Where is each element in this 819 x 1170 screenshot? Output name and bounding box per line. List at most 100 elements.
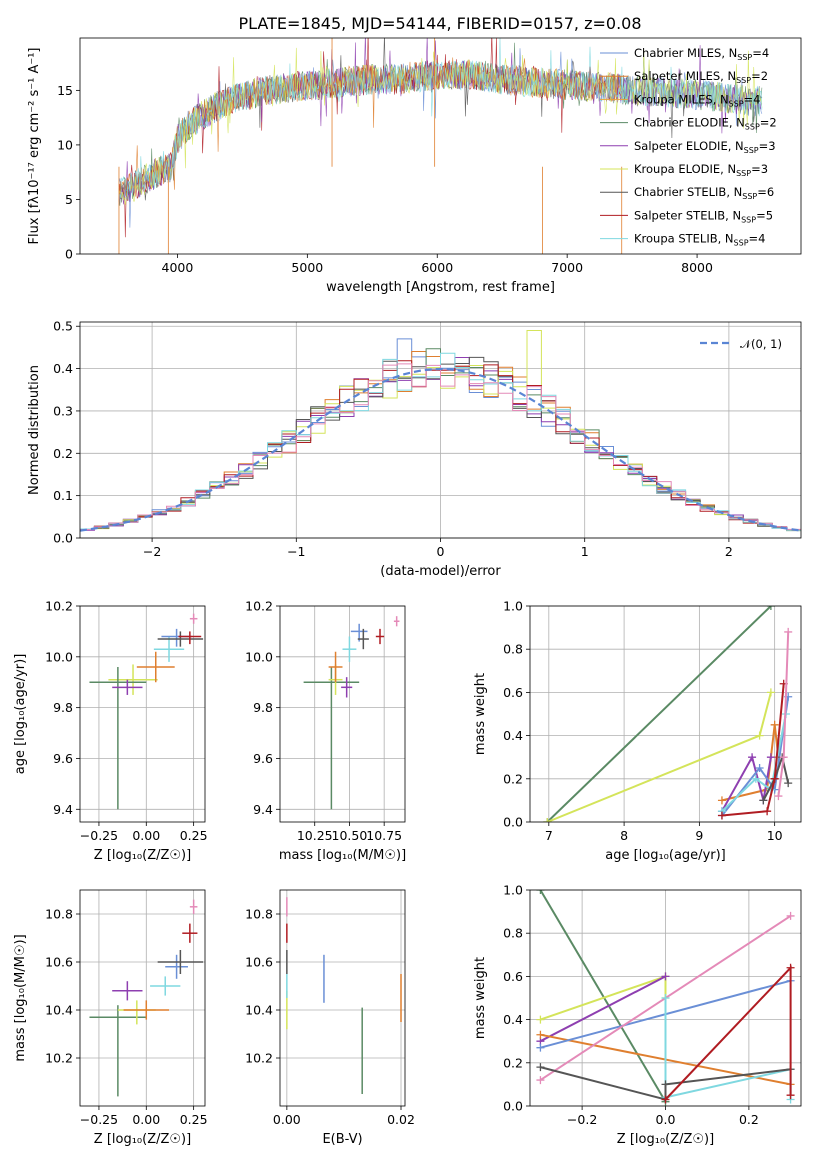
- y-tick-label: 1.0: [503, 883, 523, 898]
- legend-label: Salpeter MILES, NSSP=2: [634, 69, 768, 85]
- axes-frame: [79, 37, 802, 255]
- y-tick-label: 9.8: [53, 700, 73, 715]
- x-tick-label: 10.25: [297, 828, 333, 843]
- x-tick-label: 1: [581, 544, 589, 559]
- y-tick-label: 9.4: [53, 802, 73, 817]
- weight-marker: [770, 720, 779, 729]
- y-tick-label: 10.4: [45, 1003, 73, 1018]
- x-tick-label: 0.2: [739, 1112, 759, 1127]
- x-tick-label: 2: [725, 544, 733, 559]
- x-tick-label: 0.25: [180, 828, 208, 843]
- y-tick-label: 0.8: [503, 926, 523, 941]
- x-tick-label: 0.02: [387, 1112, 415, 1127]
- histogram-group: [80, 330, 801, 532]
- x-tick-label: 4000: [162, 260, 194, 275]
- x-tick-label: 9: [695, 828, 703, 843]
- legend-tail: =3: [759, 139, 776, 153]
- weight-marker: [786, 1091, 795, 1100]
- x-tick-label: −0.25: [80, 828, 118, 843]
- legend-sub: SSP: [744, 146, 759, 155]
- y-tick-label: 10.2: [245, 1051, 273, 1066]
- legend-sub: SSP: [742, 192, 757, 201]
- weight-marker: [766, 606, 775, 610]
- weight-marker: [717, 811, 726, 820]
- legend-tail: =4: [744, 92, 761, 106]
- legend-tail: =6: [757, 185, 774, 199]
- y-tick-label: 0.2: [503, 771, 523, 786]
- x-tick-label: 10.75: [366, 828, 402, 843]
- y-tick-label: 10: [57, 137, 73, 152]
- x-axis-label: Z [log₁₀(Z/Z☉)]: [617, 1132, 714, 1147]
- weight-marker: [759, 796, 768, 805]
- weight-marker: [766, 688, 775, 697]
- legend-tail: =2: [751, 69, 768, 83]
- weight-lines: [543, 606, 793, 822]
- weight-marker: [717, 796, 726, 805]
- x-tick-label: 8000: [681, 260, 713, 275]
- x-tick-label: 10.50: [332, 828, 368, 843]
- legend-sub: SSP: [736, 169, 751, 178]
- y-tick-label: 9.6: [253, 751, 273, 766]
- weight-marker: [661, 1080, 670, 1089]
- weight-series-line: [546, 606, 772, 822]
- weight-series-line: [721, 683, 785, 817]
- weight-marker: [784, 779, 793, 788]
- legend-label: Salpeter STELIB, NSSP=5: [634, 208, 773, 224]
- weight-series-line: [762, 753, 790, 801]
- x-axis-label: (data-model)/error: [380, 564, 501, 579]
- legend-label: Chabrier ELODIE, NSSP=2: [634, 116, 777, 132]
- x-tick-label: 0: [437, 544, 445, 559]
- y-tick-label: 0.4: [503, 1012, 523, 1027]
- spectrum-lines: [118, 38, 763, 254]
- y-tick-label: 10.2: [45, 1051, 73, 1066]
- legend-sub: SSP: [737, 53, 752, 62]
- y-tick-label: 0.0: [503, 815, 523, 830]
- weight-marker: [755, 764, 764, 772]
- y-tick-label: 0.3: [53, 403, 73, 418]
- x-tick-label: 0.00: [132, 1112, 160, 1127]
- x-tick-label: 0.00: [273, 1112, 301, 1127]
- y-tick-label: 9.8: [253, 700, 273, 715]
- x-tick-label: 10: [767, 828, 783, 843]
- spectrum-panel: 4000 5000 6000 7000 8000 0 5 10 15 wavelength [An…: [27, 37, 802, 295]
- spectrum-line: [118, 38, 622, 238]
- axes-frame: [79, 889, 206, 1107]
- legend-label: Chabrier STELIB, NSSP=6: [634, 185, 774, 201]
- y-tick-label: 0.2: [53, 446, 73, 461]
- legend: Chabrier MILES, NSSP=4 Salpeter MILES, NS…: [600, 46, 777, 248]
- y-tick-label: 0.6: [503, 685, 523, 700]
- weight-marker: [661, 1095, 670, 1104]
- weight-lines: [536, 890, 795, 1106]
- weight-marker: [536, 1063, 545, 1072]
- y-tick-label: 10.8: [245, 907, 273, 922]
- y-tick-label: 9.6: [53, 751, 73, 766]
- x-tick-label: −2: [143, 544, 161, 559]
- weight-marker: [536, 1015, 545, 1024]
- weight-series-line: [664, 998, 792, 1100]
- x-axis-label: wavelength [Angstrom, rest frame]: [326, 280, 555, 295]
- legend-tail: =2: [760, 116, 777, 130]
- axes-frame: [529, 889, 802, 1107]
- weight-marker: [770, 774, 779, 783]
- errorbar-group: [89, 899, 204, 1097]
- y-tick-label: 9.4: [253, 802, 273, 817]
- legend-sub: SSP: [734, 239, 749, 248]
- y-tick-label: 0.8: [503, 642, 523, 657]
- x-axis-label: Z [log₁₀(Z/Z☉)]: [94, 1132, 191, 1147]
- weight-marker: [766, 753, 775, 762]
- spectrum-line: [118, 47, 763, 206]
- y-tick-label: 10.0: [245, 649, 273, 664]
- legend-tail: =4: [752, 46, 769, 60]
- x-axis-label: Z [log₁₀(Z/Z☉)]: [94, 848, 191, 863]
- weight-series-line: [539, 975, 666, 1043]
- y-tick-label: 10.2: [45, 599, 73, 614]
- x-tick-label: 0.0: [656, 1112, 676, 1127]
- y-tick-label: 0.2: [503, 1055, 523, 1070]
- weight-marker: [661, 972, 670, 981]
- y-tick-label: 0.4: [503, 728, 523, 743]
- y-tick-label: 0.0: [503, 1099, 523, 1114]
- y-axis-label: mass weight: [473, 673, 488, 755]
- x-tick-label: −0.2: [567, 1112, 597, 1127]
